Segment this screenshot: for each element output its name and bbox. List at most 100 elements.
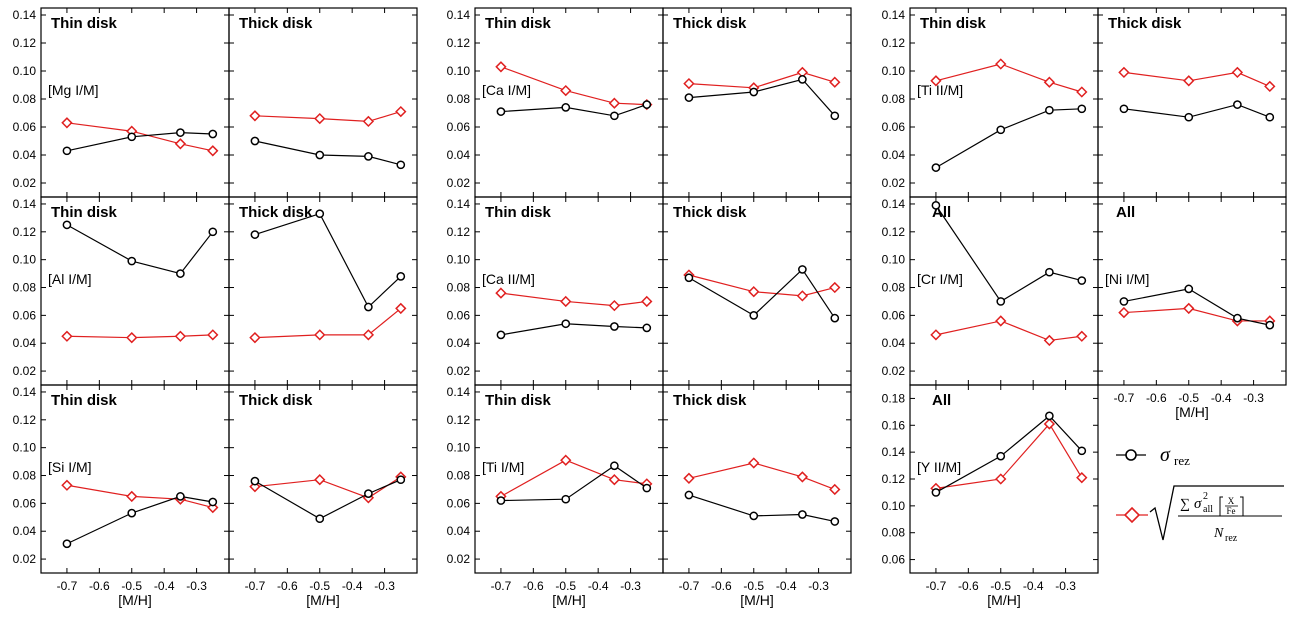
- sigma-rez-point: [996, 297, 1006, 306]
- element-label: [Y II/M]: [917, 459, 961, 475]
- y-tick-label: 0.02: [13, 176, 37, 190]
- sigma-all-point: [61, 117, 73, 129]
- y-tick-label: 0.06: [447, 308, 471, 322]
- panel-title: All: [1116, 204, 1135, 221]
- x-axis-label: [M/H]: [306, 592, 339, 608]
- sigma-rez-point: [208, 129, 218, 139]
- x-tick-label: -0.4: [776, 579, 797, 593]
- x-tick-label: -0.3: [186, 579, 207, 593]
- panel-al-thick: Thick disk: [228, 196, 418, 386]
- sigma-rez-point: [610, 322, 619, 331]
- sigma-rez-point: [610, 461, 619, 471]
- y-tick-label: 0.14: [882, 197, 906, 211]
- panel-title: Thick disk: [673, 15, 747, 32]
- sigma-rez-point: [684, 273, 694, 283]
- y-tick-label: 0.04: [447, 148, 471, 162]
- x-tick-label: -0.3: [808, 579, 829, 593]
- sigma-all-point: [314, 474, 326, 486]
- x-tick-label: -0.5: [743, 579, 764, 593]
- y-tick-label: 0.12: [882, 225, 906, 239]
- y-tick-label: 0.10: [882, 499, 906, 513]
- sigma-rez-point: [364, 302, 373, 312]
- panel-ti2-thick: Thick disk: [1097, 7, 1287, 198]
- sigma-rez-point: [315, 150, 325, 160]
- element-label: [Ni I/M]: [1105, 271, 1149, 287]
- sigma-all-point: [995, 473, 1007, 485]
- y-tick-label: 0.02: [447, 364, 471, 378]
- legend-sigma: σ: [1194, 496, 1202, 512]
- x-tick-label: -0.7: [57, 579, 78, 593]
- y-tick-label: 0.10: [447, 253, 471, 267]
- sigma-rez-point: [1119, 104, 1129, 114]
- sigma-all-line: [254, 111, 401, 123]
- sigma-rez-point: [610, 111, 619, 121]
- sigma-rez-point: [62, 220, 72, 230]
- sigma-rez-point: [127, 132, 137, 142]
- sigma-rez-point: [396, 272, 406, 281]
- sigma-all-line: [935, 422, 1083, 489]
- sigma-all-line: [254, 476, 402, 499]
- sigma-all-point: [560, 295, 572, 308]
- sigma-rez-line: [688, 268, 836, 319]
- sigma-rez-line: [500, 465, 648, 502]
- panel-title: Thin disk: [920, 15, 986, 32]
- legend-n-sub: rez: [1225, 533, 1238, 544]
- panel-title: Thin disk: [51, 204, 117, 221]
- sigma-all-point: [61, 330, 73, 342]
- y-tick-label: 0.14: [882, 445, 906, 459]
- panel-title: Thin disk: [485, 204, 551, 221]
- y-tick-label: 0.14: [13, 8, 37, 22]
- x-tick-label: -0.4: [588, 579, 609, 593]
- sigma-all-point: [1118, 66, 1130, 79]
- sigma-rez-point: [749, 311, 759, 320]
- panel-si-thick: -0.7 -0.6 -0.5 -0.4 -0.3 [M/H] Thick disk: [228, 384, 418, 608]
- sigma-rez-line: [500, 104, 647, 117]
- sigma-rez-point: [561, 103, 571, 112]
- panel-y-all: 0.06 0.08 0.10 0.12 0.14 0.16 0.18 -0.7 -0.6 -0.5…: [882, 384, 1099, 608]
- x-tick-label: -0.6: [711, 579, 732, 593]
- sigma-all-point: [207, 145, 219, 157]
- legend-bracket-right: [1240, 496, 1244, 517]
- sigma-all-line: [254, 307, 402, 339]
- sigma-all-point: [748, 286, 760, 298]
- sigma-all-point: [362, 329, 375, 341]
- sigma-all-point: [1076, 330, 1088, 342]
- y-tick-label: 0.10: [13, 253, 37, 267]
- sigma-rez-point: [830, 111, 840, 121]
- y-tick-label: 0.14: [13, 385, 37, 399]
- sigma-rez-point: [749, 511, 759, 521]
- x-tick-label: -0.3: [1243, 391, 1264, 405]
- x-tick-label: -0.6: [958, 579, 979, 593]
- y-tick-label: 0.04: [447, 336, 471, 350]
- x-axis-label: [M/H]: [552, 592, 585, 608]
- sigma-rez-line: [254, 479, 402, 520]
- y-tick-label: 0.12: [447, 225, 471, 239]
- y-tick-label: 0.08: [882, 281, 906, 295]
- y-tick-label: 0.12: [13, 36, 37, 50]
- legend-sigma-rez-marker: [1125, 449, 1137, 461]
- sigma-rez-point: [830, 313, 840, 323]
- sigma-rez-point: [1077, 104, 1087, 114]
- y-tick-label: 0.10: [882, 253, 906, 267]
- sigma-all-point: [1076, 86, 1088, 98]
- panel-al-thin: 0.02 0.04 0.06 0.08 0.10 0.12 0.14 Thin disk [Al…: [13, 196, 230, 386]
- sigma-rez-point: [996, 451, 1006, 461]
- sigma-all-point: [362, 115, 375, 128]
- sigma-rez-point: [642, 100, 652, 109]
- panel-title: Thick disk: [1108, 15, 1182, 32]
- sigma-all-point: [249, 110, 261, 122]
- y-tick-label: 0.12: [447, 413, 471, 427]
- sigma-rez-point: [830, 517, 840, 526]
- panel-frame: [474, 7, 664, 198]
- x-tick-label: -0.7: [491, 579, 512, 593]
- sigma-rez-line: [935, 108, 1082, 169]
- sigma-all-point: [608, 97, 621, 109]
- sigma-all-point: [1183, 302, 1195, 315]
- y-tick-label: 0.12: [13, 413, 37, 427]
- sigma-rez-point: [250, 136, 260, 146]
- panel-ti2-thin: 0.02 0.04 0.06 0.08 0.10 0.12 0.14 Thin disk [Ti…: [882, 7, 1099, 198]
- sigma-rez-point: [1077, 446, 1087, 456]
- sigma-rez-point: [127, 508, 137, 518]
